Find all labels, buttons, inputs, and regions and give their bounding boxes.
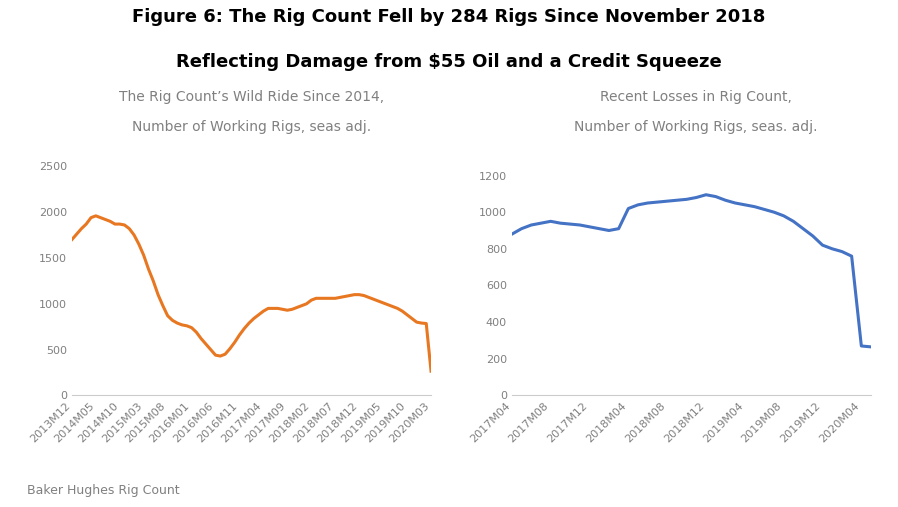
Text: Recent Losses in Rig Count,: Recent Losses in Rig Count,	[600, 90, 792, 104]
Text: Figure 6: The Rig Count Fell by 284 Rigs Since November 2018: Figure 6: The Rig Count Fell by 284 Rigs…	[132, 8, 766, 26]
Text: The Rig Count’s Wild Ride Since 2014,: The Rig Count’s Wild Ride Since 2014,	[119, 90, 384, 104]
Text: Reflecting Damage from $55 Oil and a Credit Squeeze: Reflecting Damage from $55 Oil and a Cre…	[176, 53, 722, 71]
Text: Number of Working Rigs, seas. adj.: Number of Working Rigs, seas. adj.	[574, 120, 818, 134]
Text: Baker Hughes Rig Count: Baker Hughes Rig Count	[27, 484, 180, 497]
Text: Number of Working Rigs, seas adj.: Number of Working Rigs, seas adj.	[132, 120, 371, 134]
